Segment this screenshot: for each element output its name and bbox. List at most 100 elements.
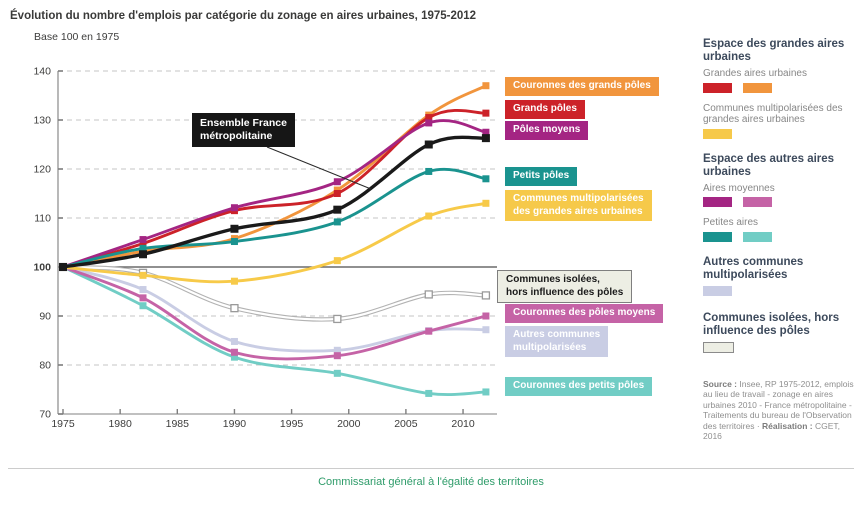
swatch-row — [703, 285, 861, 297]
data-point-grands-poles — [482, 109, 490, 117]
label-grands-poles: Grands pôles — [505, 100, 585, 119]
data-point-petits-poles — [482, 175, 490, 183]
swatch-row — [703, 197, 861, 208]
data-point-communes-multipolarisees-grandes-aires — [139, 271, 147, 279]
x-tick-label: 1995 — [280, 418, 304, 430]
data-point-petits-poles — [230, 238, 238, 246]
data-point-couronnes-petits-poles — [425, 389, 433, 397]
data-point-petits-poles — [333, 218, 341, 226]
data-point-ensemble-france-metropolitaine — [139, 250, 148, 259]
annotation-ensemble-france: Ensemble France métropolitaine — [192, 113, 295, 147]
y-tick-label: 110 — [34, 213, 51, 225]
label-communes-isolees: Communes isolées, hors influence des pôl… — [497, 270, 633, 303]
data-point-grands-poles — [139, 239, 147, 247]
data-point-couronnes-petits-poles — [139, 302, 147, 310]
data-point-ensemble-france-metropolitaine — [481, 134, 490, 143]
data-point-ensemble-france-metropolitaine — [333, 205, 342, 214]
data-point-communes-isolees — [481, 291, 491, 300]
legend-swatch-couronnes-poles-moyens — [743, 197, 773, 207]
x-tick-label: 1990 — [223, 418, 247, 430]
label-poles-moyens: Pôles moyens — [505, 121, 589, 140]
legend-swatch-poles-moyens — [703, 197, 732, 207]
data-point-couronnes-poles-moyens — [482, 312, 490, 320]
label-couronnes-poles-moyens: Couronnes des pôles moyens — [505, 304, 664, 323]
y-tick-label: 120 — [33, 164, 51, 176]
swatch-row — [703, 82, 861, 94]
data-point-couronnes-poles-moyens — [139, 294, 147, 302]
y-tick-label: 70 — [39, 409, 51, 421]
data-point-autres-communes-multipolarisees — [333, 346, 341, 354]
data-point-poles-moyens — [482, 128, 490, 136]
data-point-poles-moyens — [425, 119, 433, 127]
label-autres-communes-multipolarisees: Autres communes multipolarisées — [505, 326, 609, 357]
legend-group-grandes-aires: Espace des grandes aires urbaines Grande… — [703, 38, 861, 140]
swatch-row — [703, 231, 861, 243]
legend-heading: Espace des autres aires urbaines — [703, 152, 835, 178]
x-tick-label: 1980 — [108, 418, 132, 430]
swatch-row — [703, 341, 861, 353]
legend-swatch-petits-poles — [703, 231, 732, 242]
legend-group-autres-aires: Espace des autres aires urbaines Aires m… — [703, 153, 861, 243]
y-tick-label: 80 — [39, 360, 51, 372]
data-point-communes-isolees — [333, 314, 342, 324]
y-tick-label: 100 — [33, 262, 51, 274]
data-point-grands-poles — [333, 190, 341, 197]
y-tick-label: 140 — [33, 66, 51, 78]
legend-swatch-grands-poles — [703, 82, 732, 93]
data-point-ensemble-france-metropolitaine — [424, 140, 433, 149]
series-line-autres-communes-multipolarisees — [62, 265, 486, 353]
data-point-couronnes-poles-moyens — [333, 352, 341, 360]
legend-heading: Autres communes multipolarisées — [703, 255, 804, 281]
footer-divider — [8, 468, 854, 469]
legend-item-label: Petites aires — [703, 217, 759, 228]
legend-swatch-autres-communes — [703, 285, 732, 296]
legend-swatch-communes-isolees — [703, 341, 734, 353]
label-couronnes-grands-poles: Couronnes des grands pôles — [505, 77, 659, 96]
x-tick-label: 2005 — [394, 418, 418, 430]
annotation-connector — [266, 146, 372, 190]
data-point-couronnes-poles-moyens — [425, 327, 433, 335]
legend-item-label: Communes multipolarisées des grandes air… — [703, 102, 843, 126]
x-tick-label: 1985 — [166, 418, 190, 430]
data-point-poles-moyens — [230, 204, 238, 212]
data-point-couronnes-grands-poles — [482, 82, 490, 90]
data-point-couronnes-petits-poles — [230, 353, 238, 361]
legend-group-communes-isolees: Communes isolées, hors influence des pôl… — [703, 312, 861, 353]
data-point-communes-multipolarisees-grandes-aires — [482, 199, 490, 207]
data-point-communes-isolees — [230, 304, 239, 313]
legend-swatch-couronnes-grands-poles — [743, 82, 773, 93]
data-point-couronnes-petits-poles — [333, 369, 341, 377]
legend-heading: Espace des grandes aires urbaines — [703, 38, 845, 63]
legend-swatch-couronnes-petits-poles — [743, 231, 773, 242]
footer-organization: Commissariat général à l'égalité des ter… — [318, 476, 544, 488]
y-tick-label: 90 — [39, 311, 51, 323]
swatch-row — [703, 128, 861, 140]
data-point-communes-multipolarisees-grandes-aires — [425, 212, 433, 220]
data-point-communes-multipolarisees-grandes-aires — [333, 257, 341, 265]
data-point-autres-communes-multipolarisees — [139, 286, 147, 294]
data-point-poles-moyens — [139, 236, 147, 244]
page-title: Évolution du nombre d'emplois par catégo… — [10, 10, 477, 22]
data-point-couronnes-poles-moyens — [230, 348, 238, 356]
series-line-couronnes-poles-moyens — [62, 265, 487, 361]
legend-panel: Espace des grandes aires urbaines Grande… — [703, 38, 861, 442]
data-point-autres-communes-multipolarisees — [230, 337, 238, 345]
data-point-ensemble-france-metropolitaine — [59, 263, 67, 271]
data-point-autres-communes-multipolarisees — [482, 326, 490, 334]
data-point-communes-isolees — [424, 290, 433, 299]
data-point-grands-poles — [425, 114, 433, 122]
data-point-ensemble-france-metropolitaine — [230, 224, 239, 233]
label-couronnes-petits-poles: Couronnes des petits pôles — [505, 377, 653, 396]
data-point-couronnes-petits-poles — [482, 388, 490, 396]
data-point-petits-poles — [425, 167, 433, 175]
data-point-communes-multipolarisees-grandes-aires — [230, 277, 238, 285]
legend-swatch-communes-multipolarisees — [703, 128, 732, 139]
y-tick-label: 130 — [33, 115, 51, 127]
legend-item-label: Grandes aires urbaines — [703, 68, 807, 79]
data-point-poles-moyens — [333, 178, 341, 186]
axis-unit-label: Base 100 en 1975 — [34, 31, 120, 43]
legend-group-autres-communes: Autres communes multipolarisées — [703, 256, 861, 297]
source-note: Source : Insee, RP 1975-2012, emplois au… — [703, 378, 854, 442]
x-tick-label: 1975 — [51, 418, 75, 430]
